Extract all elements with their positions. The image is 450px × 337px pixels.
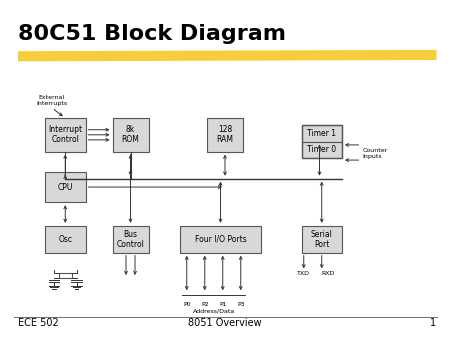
FancyBboxPatch shape [45,172,86,202]
Text: P1: P1 [219,302,226,307]
Text: P3: P3 [237,302,244,307]
FancyBboxPatch shape [112,118,148,152]
FancyBboxPatch shape [112,226,148,253]
Text: Osc: Osc [58,235,72,244]
Text: CPU: CPU [58,183,73,191]
FancyBboxPatch shape [45,118,86,152]
Text: Serial
Port: Serial Port [311,229,333,249]
Text: 8051 Overview: 8051 Overview [188,318,262,329]
Text: RXD: RXD [322,271,335,276]
Text: Four I/O Ports: Four I/O Ports [194,235,247,244]
FancyBboxPatch shape [302,226,342,253]
FancyBboxPatch shape [302,142,342,158]
Text: ECE 502: ECE 502 [18,318,59,329]
FancyBboxPatch shape [207,118,243,152]
Text: 1: 1 [430,318,436,329]
FancyBboxPatch shape [45,226,86,253]
Text: TXD: TXD [297,271,310,276]
Text: Counter
Inputs: Counter Inputs [362,148,387,159]
Text: External
Interrupts: External Interrupts [36,95,68,106]
Text: Timer 0: Timer 0 [307,146,336,154]
Text: P2: P2 [201,302,208,307]
FancyBboxPatch shape [302,125,342,142]
Polygon shape [18,50,436,61]
Text: Address/Data: Address/Data [193,308,235,313]
FancyBboxPatch shape [58,273,72,278]
Text: P0: P0 [183,302,190,307]
Text: Interrupt
Control: Interrupt Control [48,125,82,145]
Text: Timer 1: Timer 1 [307,129,336,137]
Text: 128
RAM: 128 RAM [216,125,234,145]
Text: 8k
ROM: 8k ROM [122,125,140,145]
Text: Bus
Control: Bus Control [117,229,144,249]
Text: 80C51 Block Diagram: 80C51 Block Diagram [18,24,286,43]
FancyBboxPatch shape [180,226,261,253]
